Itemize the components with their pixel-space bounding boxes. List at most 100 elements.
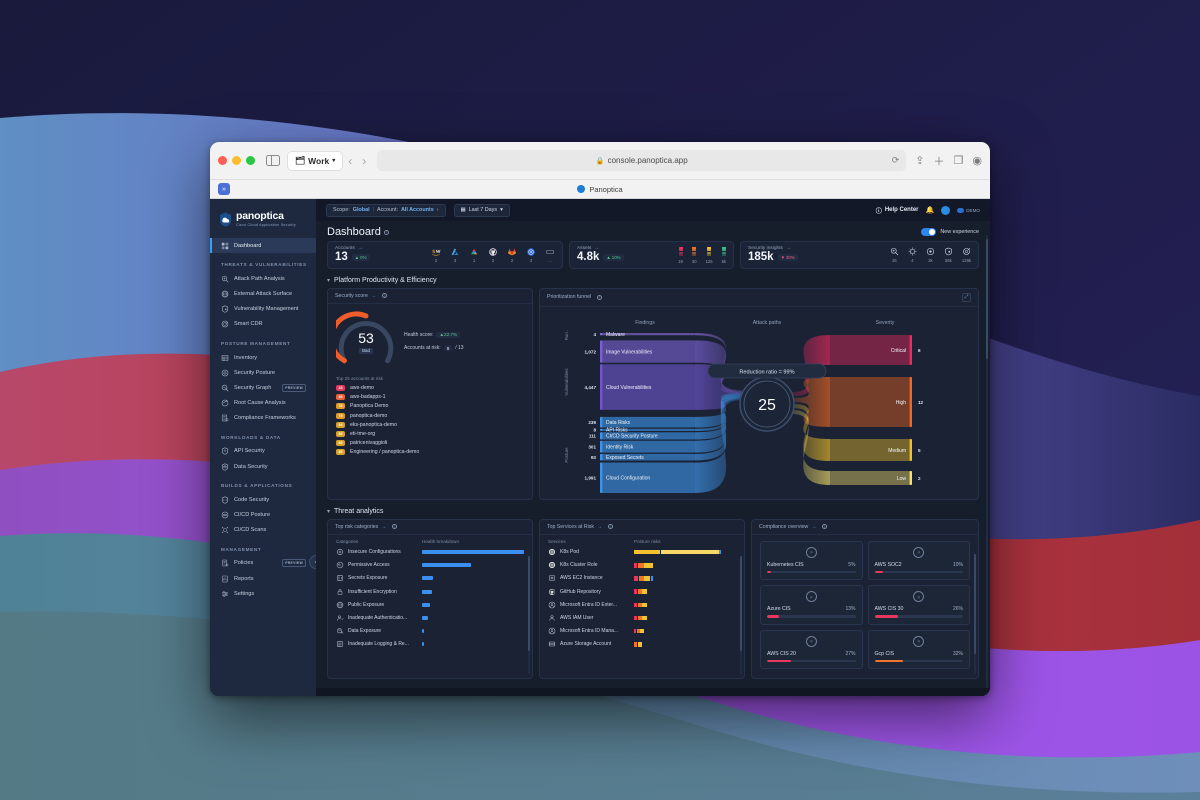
risk-category-row[interactable]: Inadequate Authenticatio... bbox=[328, 611, 532, 624]
account-risk-row[interactable]: 79 panoptica-demo bbox=[328, 411, 532, 420]
sankey-node-finding[interactable] bbox=[600, 428, 695, 431]
insight-attack-path[interactable]: 25 bbox=[890, 247, 899, 263]
bell-icon[interactable]: 🔔 bbox=[925, 207, 935, 214]
compliance-card[interactable]: ◎ AWS CIS 20 27% bbox=[760, 629, 863, 669]
help-center-button[interactable]: ⓘ Help Center bbox=[876, 206, 919, 215]
sankey-node-severity[interactable] bbox=[830, 376, 912, 427]
service-risk-row[interactable]: AWS IAM User bbox=[540, 611, 744, 624]
sankey-node-finding[interactable] bbox=[600, 332, 695, 335]
account-risk-row[interactable]: 85 eti-tme-org bbox=[328, 429, 532, 438]
sankey-node-severity[interactable] bbox=[830, 470, 912, 485]
scope-filter[interactable]: Scope: Global | Account: All Accounts › bbox=[326, 203, 446, 217]
risk-category-row[interactable]: Secrets Exposure bbox=[328, 572, 532, 585]
info-icon[interactable]: i bbox=[383, 229, 389, 235]
close-window-button[interactable] bbox=[218, 156, 227, 165]
sidebar-collapse-button[interactable]: ‹ bbox=[309, 555, 316, 569]
risk-category-row[interactable]: Inadequate Logging & Re... bbox=[328, 638, 532, 651]
kpi-card-security-insights[interactable]: Security insights → 185k ▼ 30% 25 4 2k 55k 12… bbox=[740, 241, 979, 269]
provider-kubernetes[interactable]: 3 bbox=[526, 247, 536, 263]
plus-icon[interactable]: ＋ bbox=[933, 155, 945, 168]
chevron-down-icon[interactable]: ▾ bbox=[327, 277, 331, 284]
sidebar-item-security-graph[interactable]: Security Graph PREVIEW bbox=[210, 380, 316, 395]
arrow-right-icon[interactable]: → bbox=[381, 523, 387, 530]
asset-severity-low[interactable]: 5k bbox=[722, 246, 726, 264]
sidebar-item-policies[interactable]: Policies PREVIEW bbox=[210, 556, 316, 571]
risk-category-row[interactable]: Public Exposure bbox=[328, 598, 532, 611]
sankey-node-finding[interactable] bbox=[600, 440, 695, 453]
account-risk-row[interactable]: 78 Panoptica Demo bbox=[328, 402, 532, 411]
compliance-card[interactable]: ◎ AWS CIS 30 26% bbox=[867, 585, 970, 625]
sankey-node-severity[interactable] bbox=[830, 438, 912, 461]
provider-more[interactable]: ... bbox=[545, 247, 555, 263]
sidebar-item-inventory[interactable]: Inventory bbox=[210, 350, 316, 365]
address-bar[interactable]: 🔒 console.panoptica.app ⟳ bbox=[377, 150, 907, 171]
info-icon[interactable]: i bbox=[392, 524, 398, 529]
sankey-node-finding[interactable] bbox=[600, 416, 695, 427]
insight-smart-cdr[interactable]: 4 bbox=[908, 247, 917, 263]
info-icon[interactable]: i bbox=[597, 294, 603, 300]
provider-github[interactable]: 2 bbox=[488, 247, 498, 263]
service-risk-row[interactable]: Microsoft Entra ID Exter... bbox=[540, 598, 744, 611]
sidebar-item-security-posture[interactable]: Security Posture bbox=[210, 365, 316, 380]
asset-severity-high[interactable]: 30 bbox=[692, 246, 697, 264]
forward-button[interactable]: › bbox=[362, 153, 367, 168]
scrollbar-thumb[interactable] bbox=[974, 553, 976, 654]
expand-icon[interactable]: ⤢ bbox=[962, 292, 971, 302]
sankey-node-finding[interactable] bbox=[600, 363, 695, 410]
back-button[interactable]: ‹ bbox=[348, 153, 353, 168]
sidebar-item-reports[interactable]: Reports bbox=[210, 571, 316, 586]
scrollbar-thumb[interactable] bbox=[528, 555, 530, 651]
sidebar-item-dashboard[interactable]: Dashboard bbox=[210, 238, 316, 254]
chevron-down-icon[interactable]: ▾ bbox=[327, 508, 331, 515]
info-icon[interactable]: i bbox=[608, 524, 613, 529]
share-icon[interactable]: ⇪ bbox=[915, 155, 925, 167]
provider-gcp[interactable]: 1 bbox=[469, 247, 479, 263]
sidebar-item-root-cause-analysis[interactable]: Root Cause Analysis bbox=[210, 396, 316, 411]
brand-logo[interactable]: panoptica Cisco Cloud Application Securi… bbox=[210, 207, 316, 227]
arrow-right-icon[interactable]: → bbox=[811, 523, 817, 530]
sidebar-item-code-security[interactable]: Code Security bbox=[210, 492, 316, 507]
sankey-node-finding[interactable] bbox=[600, 339, 695, 363]
sidebar-item-ci-cd-posture[interactable]: CI/CD Posture bbox=[210, 507, 316, 522]
sidebar-item-ci-cd-scans[interactable]: CI/CD Scans bbox=[210, 523, 316, 538]
kpi-card-assets[interactable]: Assets → 4.8k ▲ 10% 19 30 125 5k bbox=[569, 241, 734, 269]
risk-category-row[interactable]: Insufficient Encryption bbox=[328, 585, 532, 598]
section-platform-productivity[interactable]: ▾ Platform Productivity & Efficiency bbox=[316, 269, 990, 288]
service-risk-row[interactable]: K8s Cluster Role bbox=[540, 559, 744, 572]
compliance-card[interactable]: ◎ Gcp CIS 32% bbox=[867, 629, 970, 669]
extensions-icon[interactable]: ◉ bbox=[972, 155, 982, 167]
arrow-right-icon[interactable]: → bbox=[597, 523, 602, 530]
sankey-node-severity[interactable] bbox=[830, 334, 912, 365]
date-range-filter[interactable]: ▦ Last 7 Days ▾ bbox=[453, 203, 510, 217]
sidebar-toggle-icon[interactable] bbox=[266, 155, 280, 166]
extension-icon[interactable]: » bbox=[218, 183, 230, 195]
info-icon[interactable]: i bbox=[822, 524, 828, 529]
service-risk-row[interactable]: K8s Pod bbox=[540, 546, 744, 559]
provider-gitlab[interactable]: 2 bbox=[507, 247, 517, 263]
insight-vulnerability[interactable]: 55k bbox=[944, 247, 953, 263]
risk-category-row[interactable]: Data Exposure bbox=[328, 625, 532, 638]
sidebar-item-vulnerability-management[interactable]: Vulnerability Management bbox=[210, 302, 316, 317]
compliance-card[interactable]: ◎ AWS SOC2 10% bbox=[867, 540, 970, 580]
arrow-right-icon[interactable]: → bbox=[370, 292, 376, 299]
tab-group-work[interactable]: 🗂 Work ▾ bbox=[287, 150, 344, 171]
provider-aws[interactable]: 2 bbox=[431, 247, 441, 263]
info-icon[interactable]: i bbox=[381, 293, 387, 298]
risk-category-row[interactable]: Insecure Configurations bbox=[328, 546, 532, 559]
avatar[interactable] bbox=[941, 205, 951, 215]
kpi-card-accounts[interactable]: Accounts → 13 ▲ 0% 2 3 1 2 2 3... bbox=[327, 241, 563, 269]
sankey-node-finding[interactable] bbox=[600, 453, 695, 460]
service-risk-row[interactable]: Azure Storage Account bbox=[540, 638, 744, 651]
org-chip[interactable]: DEMO bbox=[957, 207, 980, 213]
new-experience-toggle[interactable] bbox=[921, 228, 937, 236]
arrow-right-icon[interactable]: → bbox=[785, 246, 791, 251]
compliance-card[interactable]: ◎ Kubernetes CIS 5% bbox=[760, 540, 863, 580]
account-risk-row[interactable]: 45 aws-badapps-1 bbox=[328, 393, 532, 402]
tab-title[interactable]: Panoptica bbox=[589, 184, 623, 194]
sidebar-item-settings[interactable]: Settings bbox=[210, 586, 316, 601]
maximize-window-button[interactable] bbox=[246, 156, 255, 165]
account-risk-row[interactable]: 85 patricenivaggioli bbox=[328, 439, 532, 448]
service-risk-row[interactable]: Microsoft Entra ID Mana... bbox=[540, 625, 744, 638]
sidebar-item-api-security[interactable]: API Security bbox=[210, 444, 316, 459]
reload-icon[interactable]: ⟳ bbox=[891, 155, 900, 165]
